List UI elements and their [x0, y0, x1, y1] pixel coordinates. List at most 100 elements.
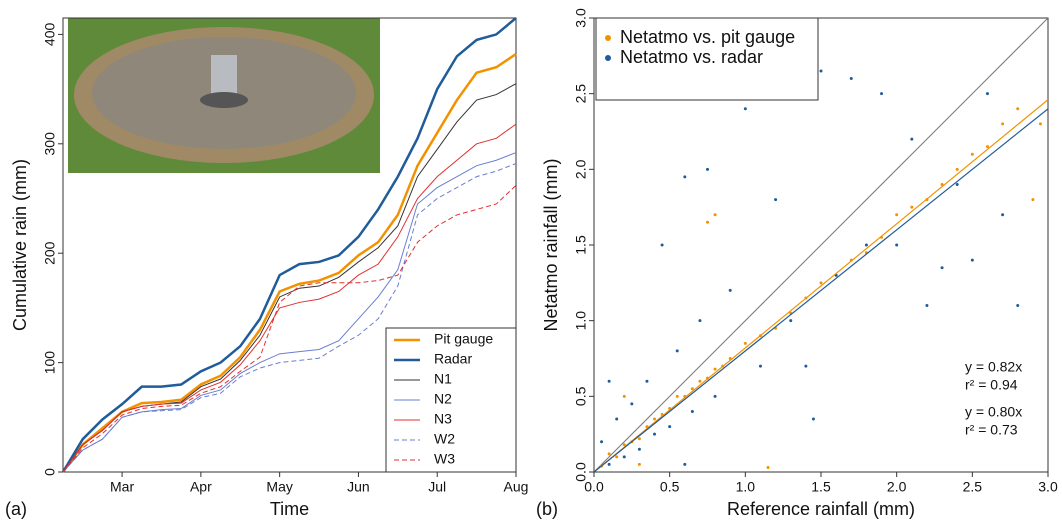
- scatter-point: [668, 425, 672, 429]
- scatter-point: [675, 394, 679, 398]
- y-tick-label: 0: [42, 468, 58, 476]
- scatter-point: [1016, 304, 1020, 308]
- legend-label: W2: [434, 431, 455, 447]
- scatter-point: [819, 69, 823, 73]
- scatter-point: [607, 452, 611, 456]
- photo-inset: [68, 18, 380, 173]
- plot-frame: [62, 17, 517, 473]
- scatter-point: [600, 440, 604, 444]
- series-line: [62, 123, 517, 473]
- scatter-point: [713, 367, 717, 371]
- scatter-point: [630, 402, 634, 406]
- scatter-point: [743, 107, 747, 111]
- y-axis-label: Netatmo rainfall (mm): [541, 158, 561, 331]
- series-line: [61, 17, 517, 473]
- scatter-point: [615, 417, 619, 421]
- legend-label: N2: [434, 391, 452, 407]
- series-line: [62, 163, 517, 473]
- scatter-point: [690, 387, 694, 391]
- scatter-point: [637, 462, 641, 466]
- legend-label: Pit gauge: [434, 331, 493, 347]
- y-tick-label: 1.5: [573, 235, 589, 255]
- panel-label: (a): [5, 499, 27, 519]
- scatter-point: [955, 182, 959, 186]
- scatter-point: [955, 167, 959, 171]
- legend-box: [595, 17, 819, 101]
- legend-marker: [605, 55, 611, 61]
- fit-line: [594, 99, 1048, 472]
- scatter-point: [774, 198, 778, 202]
- y-tick-label: 300: [42, 132, 58, 156]
- scatter-point: [683, 462, 687, 466]
- scatter-point: [758, 364, 762, 368]
- x-tick-label: 2.0: [887, 479, 907, 495]
- y-tick-label: 0.5: [573, 386, 589, 406]
- scatter-point: [713, 394, 717, 398]
- scatter-point: [622, 455, 626, 459]
- scatter-point: [1001, 213, 1005, 217]
- x-tick-label: 2.5: [963, 479, 983, 495]
- y-tick-label: 3.0: [573, 8, 589, 28]
- scatter-point: [653, 417, 657, 421]
- legend-label: N3: [434, 411, 452, 427]
- scatter-point: [683, 175, 687, 179]
- scatter-point: [1031, 198, 1035, 202]
- scatter-point: [789, 319, 793, 323]
- scatter-point: [713, 213, 717, 217]
- scatter-point: [811, 417, 815, 421]
- scatter-point: [615, 455, 619, 459]
- y-tick-label: 1.0: [573, 311, 589, 331]
- legend-label: W3: [434, 451, 455, 467]
- scatter-point: [645, 379, 649, 383]
- scatter-point: [849, 77, 853, 81]
- scatter-point: [970, 152, 974, 156]
- x-axis-label: Reference rainfall (mm): [727, 499, 915, 519]
- y-tick-label: 2.5: [573, 84, 589, 104]
- y-tick-label: 400: [42, 23, 58, 47]
- plot-area: [594, 18, 1048, 472]
- r2-annotation: r² = 0.73: [965, 422, 1018, 438]
- x-tick-label: 1.0: [736, 479, 756, 495]
- scatter-point: [985, 145, 989, 149]
- scatter-point: [925, 304, 929, 308]
- series-line: [61, 53, 517, 473]
- y-tick-label: 0.0: [573, 462, 589, 482]
- scatter-point: [706, 167, 709, 171]
- legend-label: Netatmo vs. radar: [620, 47, 763, 67]
- x-tick-label: 0.0: [584, 479, 604, 495]
- scatter-point: [864, 243, 868, 247]
- scatter-point: [607, 462, 611, 466]
- scatter-point: [1001, 122, 1005, 126]
- photo-pit: [200, 92, 248, 108]
- fit-annotation: y = 0.80x: [965, 404, 1022, 420]
- y-tick-label: 2.0: [573, 159, 589, 179]
- scatter-point: [1038, 122, 1042, 126]
- scatter-point: [880, 92, 884, 96]
- r2-annotation: r² = 0.94: [965, 377, 1018, 393]
- fit-annotation: y = 0.82x: [965, 359, 1022, 375]
- x-tick-label: Jun: [347, 479, 370, 495]
- scatter-point: [698, 319, 702, 323]
- scatter-point: [940, 266, 944, 270]
- scatter-point: [660, 243, 664, 247]
- y-tick-label: 200: [42, 241, 58, 265]
- scatter-point: [622, 394, 626, 398]
- x-tick-label: Jul: [428, 479, 446, 495]
- scatter-point: [985, 92, 989, 96]
- scatter-point: [743, 341, 747, 345]
- scatter-point: [819, 281, 823, 285]
- x-tick-label: Mar: [110, 479, 134, 495]
- x-tick-label: May: [266, 479, 292, 495]
- scatter-point: [970, 258, 974, 262]
- scatter-point: [728, 288, 732, 292]
- scatter-point: [622, 443, 626, 447]
- y-axis-label: Cumulative rain (mm): [10, 159, 30, 331]
- scatter-point: [804, 364, 808, 368]
- scatter-point: [690, 409, 694, 413]
- x-tick-label: Aug: [504, 479, 529, 495]
- scatter-point: [1016, 107, 1020, 111]
- scatter-point: [653, 432, 657, 436]
- scatter-point: [698, 379, 702, 383]
